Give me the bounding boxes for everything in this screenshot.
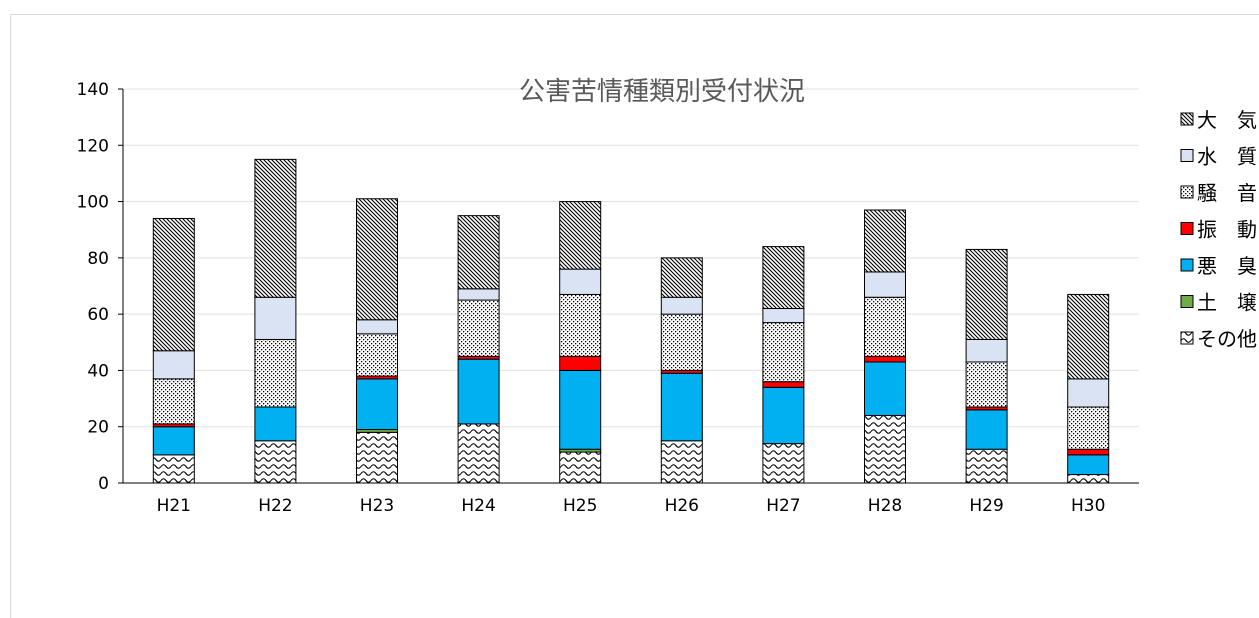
bar-segment xyxy=(864,296,906,357)
bar-segment xyxy=(965,409,1008,450)
bar-segment xyxy=(254,296,297,340)
bar-segment xyxy=(660,257,703,298)
bar-segment xyxy=(762,322,805,383)
legend-label: 振 動 xyxy=(1197,218,1257,242)
legend-swatch xyxy=(1180,331,1194,345)
bar-segment xyxy=(559,355,602,371)
bar-segment xyxy=(1067,293,1110,380)
y-tick-label: 120 xyxy=(77,136,109,156)
x-tick-label: H24 xyxy=(461,496,495,516)
y-tick-label: 0 xyxy=(98,474,109,494)
y-tick-label: 140 xyxy=(77,80,109,100)
bar-segment xyxy=(356,431,398,484)
legend-item: その他 xyxy=(1180,327,1257,351)
bar-segment xyxy=(457,288,500,301)
bar-segment xyxy=(356,319,398,335)
bar-segment xyxy=(457,299,500,357)
legend-label: 騒 音 xyxy=(1197,181,1257,205)
bar-segment xyxy=(152,454,195,484)
bar-segment xyxy=(1067,378,1110,408)
legend-swatch xyxy=(1180,222,1194,235)
legend-label: その他 xyxy=(1197,327,1257,351)
legend-swatch xyxy=(1180,295,1194,308)
bar-segment xyxy=(152,217,195,352)
bar-segment xyxy=(864,355,906,363)
legend-item: 土 壌 xyxy=(1180,291,1257,315)
chart-area: 0 20 40 60 80 100 120 140 H21 H22 H23 H24 H25 H26 H27 H… xyxy=(10,14,1259,618)
bars xyxy=(152,158,1110,484)
bar-segment xyxy=(254,440,297,484)
bar-segment xyxy=(762,381,805,388)
bar-segment xyxy=(356,378,398,431)
legend-item: 悪 臭 xyxy=(1180,254,1257,278)
bar-segment xyxy=(965,361,1008,408)
bar-segment xyxy=(762,443,805,484)
legend-label: 悪 臭 xyxy=(1197,254,1257,278)
bar-segment xyxy=(660,440,703,484)
bar-segment xyxy=(1067,474,1110,484)
bar-segment xyxy=(762,246,805,310)
bar-segment xyxy=(356,333,398,377)
bar-segment xyxy=(152,378,195,425)
legend-swatch xyxy=(1180,258,1194,272)
legend-item: 大 気 xyxy=(1180,108,1257,132)
y-tick-label: 40 xyxy=(87,361,109,381)
bar-segment xyxy=(1067,454,1110,476)
legend-item: 振 動 xyxy=(1180,218,1257,242)
x-tick-label: H25 xyxy=(563,496,597,516)
bar-segment xyxy=(965,338,1008,363)
y-tick-label: 80 xyxy=(87,249,109,269)
x-tick-label: H23 xyxy=(360,496,394,516)
bar-segment xyxy=(457,358,500,425)
x-tick-label: H22 xyxy=(258,496,292,516)
chart-svg: 0 20 40 60 80 100 120 140 H21 H22 H23 H24 H25 H26 H27 H… xyxy=(77,77,1257,516)
bar-segment xyxy=(559,293,602,357)
legend-swatch xyxy=(1180,149,1194,162)
bar-segment xyxy=(559,451,602,484)
bar-segment xyxy=(152,426,195,456)
bar-segment xyxy=(254,338,297,408)
bar-segment xyxy=(660,372,703,442)
legend-swatch xyxy=(1180,112,1194,126)
bar-segment xyxy=(965,248,1008,340)
x-tick-label: H26 xyxy=(665,496,699,516)
bar-segment xyxy=(1067,406,1110,450)
bar-segment xyxy=(1067,448,1110,456)
bar-segment xyxy=(254,158,297,298)
bar-segment xyxy=(559,201,602,270)
legend-label: 水 質 xyxy=(1197,145,1257,169)
bar-segment xyxy=(660,313,703,371)
x-tick-label: H21 xyxy=(157,496,191,516)
y-tick-label: 100 xyxy=(77,193,109,213)
bar-segment xyxy=(660,296,703,315)
bar-segment xyxy=(864,414,906,484)
legend-item: 騒 音 xyxy=(1180,181,1257,205)
bar-segment xyxy=(356,198,398,321)
bar-segment xyxy=(965,448,1008,484)
bar-segment xyxy=(864,209,906,273)
y-tick-label: 60 xyxy=(87,305,109,325)
bar-segment xyxy=(254,406,297,442)
bar-segment xyxy=(864,361,906,416)
legend-label: 大 気 xyxy=(1197,108,1257,132)
bar-segment xyxy=(457,423,500,484)
bar-segment xyxy=(457,215,500,290)
chart-title: 公害苦情種類別受付状況 xyxy=(519,77,805,107)
bar-segment xyxy=(559,369,602,450)
bar-segment xyxy=(762,386,805,445)
legend-label: 土 壌 xyxy=(1197,291,1257,315)
bar-segment xyxy=(762,308,805,324)
x-tick-label: H29 xyxy=(969,496,1003,516)
bar-segment xyxy=(864,271,906,298)
bar-segment xyxy=(559,268,602,295)
y-tick-label: 20 xyxy=(87,418,109,438)
legend-swatch xyxy=(1180,185,1194,199)
x-tick-label: H27 xyxy=(766,496,800,516)
x-tick-label: H30 xyxy=(1071,496,1105,516)
x-tick-label: H28 xyxy=(868,496,902,516)
bar-segment xyxy=(152,350,195,380)
legend-item: 水 質 xyxy=(1180,145,1257,169)
